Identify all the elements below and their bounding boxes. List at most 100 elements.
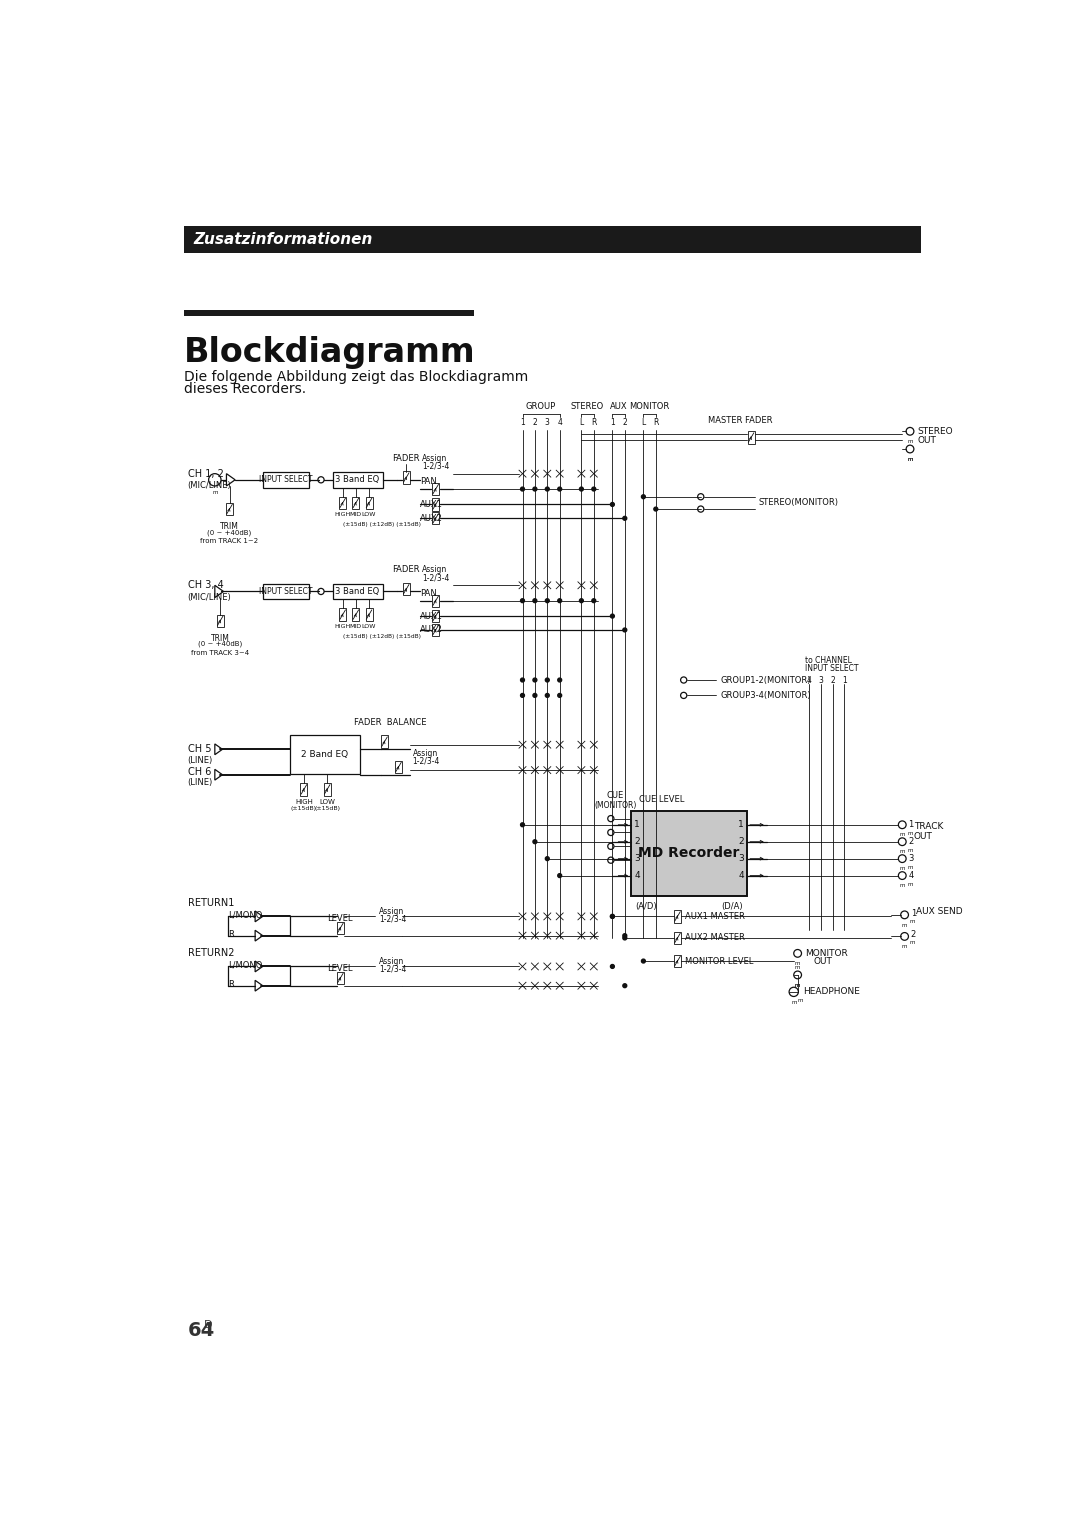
Text: AUX1: AUX1 <box>420 611 443 620</box>
Text: (MIC/LINE): (MIC/LINE) <box>188 593 231 602</box>
Text: 2: 2 <box>831 675 835 685</box>
Bar <box>432 512 440 524</box>
Text: R: R <box>653 417 659 426</box>
Text: 1: 1 <box>634 821 640 830</box>
Text: m: m <box>900 833 905 837</box>
Text: (±15dB): (±15dB) <box>314 807 340 811</box>
Circle shape <box>532 840 537 843</box>
Text: 2: 2 <box>910 931 916 940</box>
Text: MASTER FADER: MASTER FADER <box>708 416 773 425</box>
Text: L/MONO: L/MONO <box>228 961 262 969</box>
Circle shape <box>610 914 615 918</box>
Bar <box>432 594 440 607</box>
Text: 4: 4 <box>634 871 640 880</box>
Text: AUX1 MASTER: AUX1 MASTER <box>685 912 745 921</box>
Circle shape <box>592 599 596 602</box>
Text: FADER  BALANCE: FADER BALANCE <box>354 718 427 727</box>
Text: m: m <box>902 944 907 949</box>
Bar <box>432 483 440 495</box>
Text: INPUT SELECT: INPUT SELECT <box>259 587 313 596</box>
Text: m: m <box>797 998 802 1002</box>
Text: Assign: Assign <box>422 565 447 575</box>
Text: 1: 1 <box>521 417 525 426</box>
Text: 2: 2 <box>622 417 627 426</box>
Circle shape <box>521 694 525 697</box>
Text: (MONITOR): (MONITOR) <box>594 801 637 810</box>
Text: 4: 4 <box>807 675 812 685</box>
Circle shape <box>592 487 596 490</box>
Circle shape <box>521 824 525 827</box>
Text: m: m <box>907 439 913 445</box>
Text: MONITOR: MONITOR <box>806 949 848 958</box>
Circle shape <box>580 599 583 602</box>
Text: Assign: Assign <box>379 957 404 966</box>
Text: m: m <box>795 983 800 987</box>
Bar <box>339 497 347 509</box>
Text: (0 ~ +40dB): (0 ~ +40dB) <box>198 640 242 648</box>
Text: 2: 2 <box>739 837 744 847</box>
Text: 1-2/3-4: 1-2/3-4 <box>422 461 449 471</box>
Text: INPUT SELECT: INPUT SELECT <box>806 665 859 672</box>
Text: Zusatzinformationen: Zusatzinformationen <box>193 232 373 248</box>
Text: m: m <box>900 883 905 888</box>
Text: OUT: OUT <box>813 957 832 966</box>
Circle shape <box>623 516 626 520</box>
Text: 1: 1 <box>738 821 744 830</box>
Text: STEREO: STEREO <box>571 402 604 411</box>
Text: LEVEL: LEVEL <box>327 964 353 973</box>
Circle shape <box>521 678 525 681</box>
Circle shape <box>521 487 525 490</box>
Text: 3: 3 <box>545 417 550 426</box>
Text: PAN: PAN <box>420 588 437 597</box>
Text: AUX2 MASTER: AUX2 MASTER <box>685 934 745 943</box>
Bar <box>217 614 224 626</box>
Text: R: R <box>228 929 234 938</box>
Circle shape <box>532 694 537 697</box>
Text: to CHANNEL: to CHANNEL <box>806 656 852 665</box>
Text: MD Recorder: MD Recorder <box>638 847 740 860</box>
Text: dieses Recorders.: dieses Recorders. <box>184 382 306 396</box>
Circle shape <box>545 678 550 681</box>
Text: 2 Band EQ: 2 Band EQ <box>301 750 349 759</box>
Text: MONITOR: MONITOR <box>630 402 670 411</box>
Bar <box>432 498 440 510</box>
Circle shape <box>545 487 550 490</box>
Text: HIGH: HIGH <box>335 512 351 516</box>
Bar <box>403 584 409 596</box>
Text: 1-2/3-4: 1-2/3-4 <box>422 573 449 582</box>
Bar <box>395 761 402 773</box>
Text: 3: 3 <box>908 854 914 863</box>
Text: LOW: LOW <box>362 512 376 516</box>
Bar <box>674 955 681 967</box>
Circle shape <box>521 599 525 602</box>
Text: (±15dB) (±12dB) (±15dB): (±15dB) (±12dB) (±15dB) <box>342 634 421 639</box>
Text: (0 ~ +40dB): (0 ~ +40dB) <box>207 529 252 536</box>
Text: R: R <box>591 417 596 426</box>
Text: L: L <box>579 417 583 426</box>
Text: 1: 1 <box>908 821 914 830</box>
Circle shape <box>545 599 550 602</box>
Text: GROUP: GROUP <box>526 402 556 411</box>
Bar <box>352 608 360 620</box>
Text: m: m <box>212 490 217 495</box>
Text: m: m <box>907 831 913 836</box>
Text: 4: 4 <box>908 871 914 880</box>
Bar <box>674 911 681 923</box>
Circle shape <box>532 487 537 490</box>
Bar <box>337 972 343 984</box>
Text: AUX SEND: AUX SEND <box>916 908 963 917</box>
Text: R: R <box>228 979 234 989</box>
Text: m: m <box>795 983 800 987</box>
Text: m: m <box>795 964 800 970</box>
Circle shape <box>610 964 615 969</box>
Text: GROUP3-4(MONITOR): GROUP3-4(MONITOR) <box>720 691 811 700</box>
Circle shape <box>642 495 646 498</box>
Circle shape <box>623 934 626 938</box>
Text: 3: 3 <box>819 675 823 685</box>
Text: MID: MID <box>350 623 362 630</box>
Circle shape <box>610 503 615 506</box>
Text: 3 Band EQ: 3 Band EQ <box>335 475 379 484</box>
Circle shape <box>557 678 562 681</box>
Circle shape <box>557 694 562 697</box>
Text: STEREO: STEREO <box>918 426 954 435</box>
